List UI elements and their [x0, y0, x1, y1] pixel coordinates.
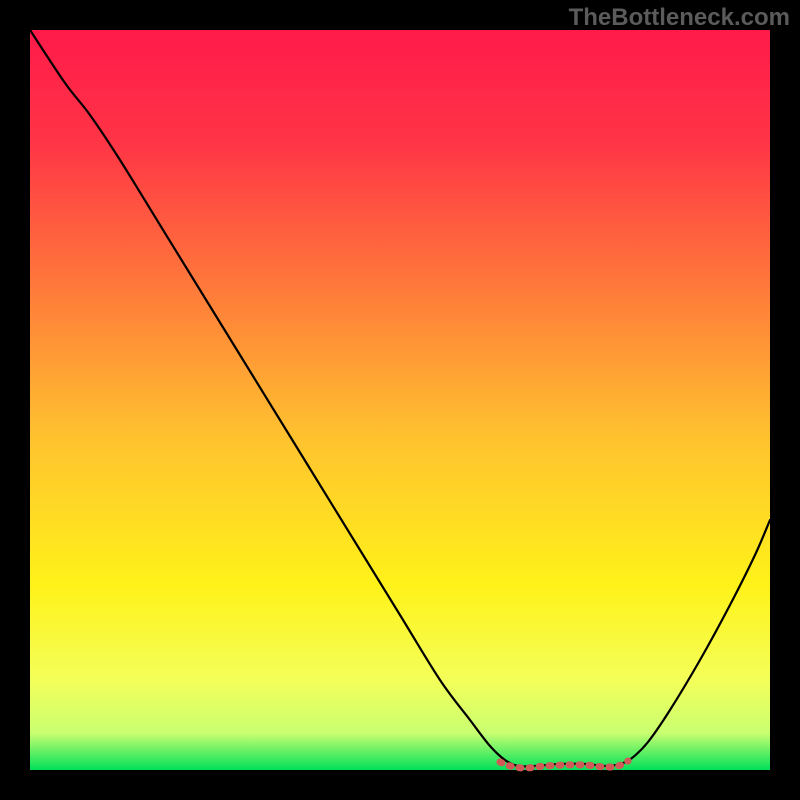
chart-svg: [0, 0, 800, 800]
watermark-text: TheBottleneck.com: [569, 4, 790, 32]
plot-area: [30, 30, 770, 770]
chart-stage: TheBottleneck.com: [0, 0, 800, 800]
